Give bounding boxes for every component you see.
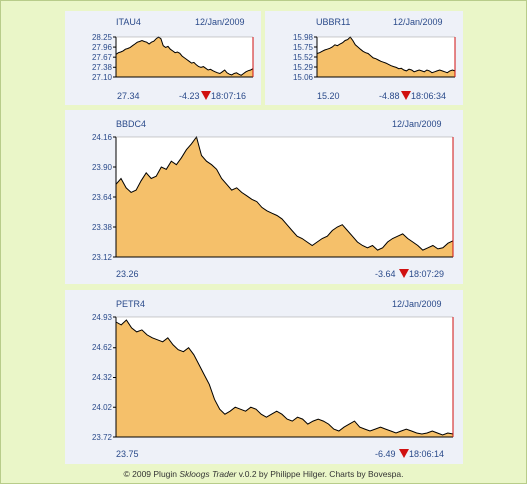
y-tick-label: 15.06 [292,72,313,82]
footer-pre: © 2009 Plugin [123,469,180,479]
chart-plot [113,36,254,78]
series-line [115,135,454,251]
footer-credits: © 2009 Plugin Skloogs Trader v.0.2 by Ph… [1,469,526,479]
y-tick-label: 24.32 [91,372,112,382]
update-time: 18:06:34 [411,91,447,101]
y-tick-label: 24.02 [91,402,112,412]
chart-plot [113,135,454,258]
chart-title: BBDC4 [116,119,147,129]
series-line [115,319,454,436]
down-arrow-icon [201,91,211,100]
down-arrow-icon [401,91,411,100]
chart-date: 12/Jan/2009 [393,17,443,27]
y-tick-label: 24.16 [91,132,112,142]
update-time: 18:07:16 [211,91,247,101]
y-tick-label: 15.52 [292,52,313,62]
price-change: -4.88 [379,91,400,101]
footer-plugin-name: Skloogs Trader [179,469,237,479]
y-tick-label: 23.12 [91,252,112,262]
y-tick-label: 23.90 [91,162,112,172]
update-time: 18:07:29 [409,269,445,279]
chart-date: 12/Jan/2009 [392,119,442,129]
price-change: -3.64 [375,269,396,279]
y-tick-label: 28.25 [91,32,112,42]
y-tick-label: 27.10 [91,72,112,82]
last-price: 23.26 [116,269,139,279]
y-tick-label: 27.96 [91,42,112,52]
last-price: 15.20 [317,91,340,101]
last-price: 27.34 [117,91,140,101]
chart-panel-petr4: PETR4 12/Jan/2009 23.75 -6.49 18:06:14 2… [65,290,463,464]
chart-title: PETR4 [116,299,146,309]
chart-date: 12/Jan/2009 [392,299,442,309]
chart-title: UBBR11 [316,17,351,27]
y-tick-label: 15.29 [292,62,313,72]
series-line [115,36,254,76]
down-arrow-icon [399,449,409,458]
last-price: 23.75 [116,449,139,459]
series-line [316,36,456,74]
y-tick-label: 23.64 [91,192,112,202]
y-tick-label: 23.38 [91,222,112,232]
series-area [317,37,455,77]
chart-panel-bbdc4: BBDC4 12/Jan/2009 23.26 -3.64 18:07:29 2… [65,110,463,284]
y-tick-label: 23.72 [91,432,112,442]
y-tick-label: 27.38 [91,62,112,72]
price-change: -6.49 [375,449,396,459]
down-arrow-icon [399,269,409,278]
y-tick-label: 27.67 [91,52,112,62]
update-time: 18:06:14 [409,449,445,459]
series-area [116,320,453,437]
y-tick-label: 24.93 [91,312,112,322]
series-area [116,137,453,257]
chart-plot [314,36,456,78]
chart-title: ITAU4 [116,17,141,27]
series-area [116,37,253,77]
chart-date: 12/Jan/2009 [195,17,245,27]
y-tick-label: 15.98 [292,32,313,42]
chart-plot [113,316,454,438]
y-tick-label: 24.62 [91,343,112,353]
footer-post: v.0.2 by Philippe Hilger. Charts by Bove… [236,469,404,479]
price-change: -4.23 [179,91,200,101]
chart-panel-ubbr11: UBBR11 12/Jan/2009 15.20 -4.88 18:06:34 … [265,11,463,105]
y-tick-label: 15.75 [292,42,313,52]
chart-panel-itau4: ITAU4 12/Jan/2009 27.34 -4.23 18:07:16 2… [65,11,261,105]
